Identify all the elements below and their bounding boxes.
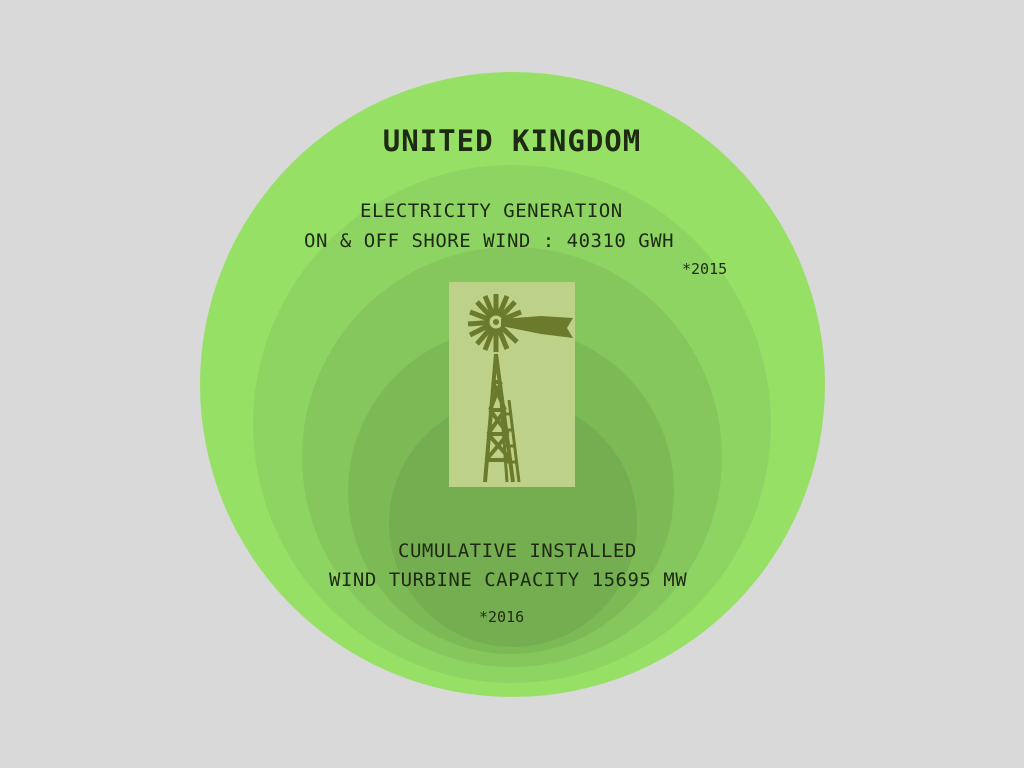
- generation-year-note: *2015: [682, 260, 728, 278]
- generation-label: ELECTRICITY GENERATION: [360, 200, 623, 222]
- windmill-picture: [449, 282, 575, 487]
- capacity-label: CUMULATIVE INSTALLED: [398, 540, 637, 562]
- country-title: UNITED KINGDOM: [382, 124, 642, 158]
- windmill-icon: [467, 294, 573, 483]
- capacity-year-note: *2016: [479, 608, 525, 626]
- capacity-value: WIND TURBINE CAPACITY 15695 MW: [329, 569, 688, 591]
- generation-value: ON & OFF SHORE WIND : 40310 GWh: [304, 230, 675, 252]
